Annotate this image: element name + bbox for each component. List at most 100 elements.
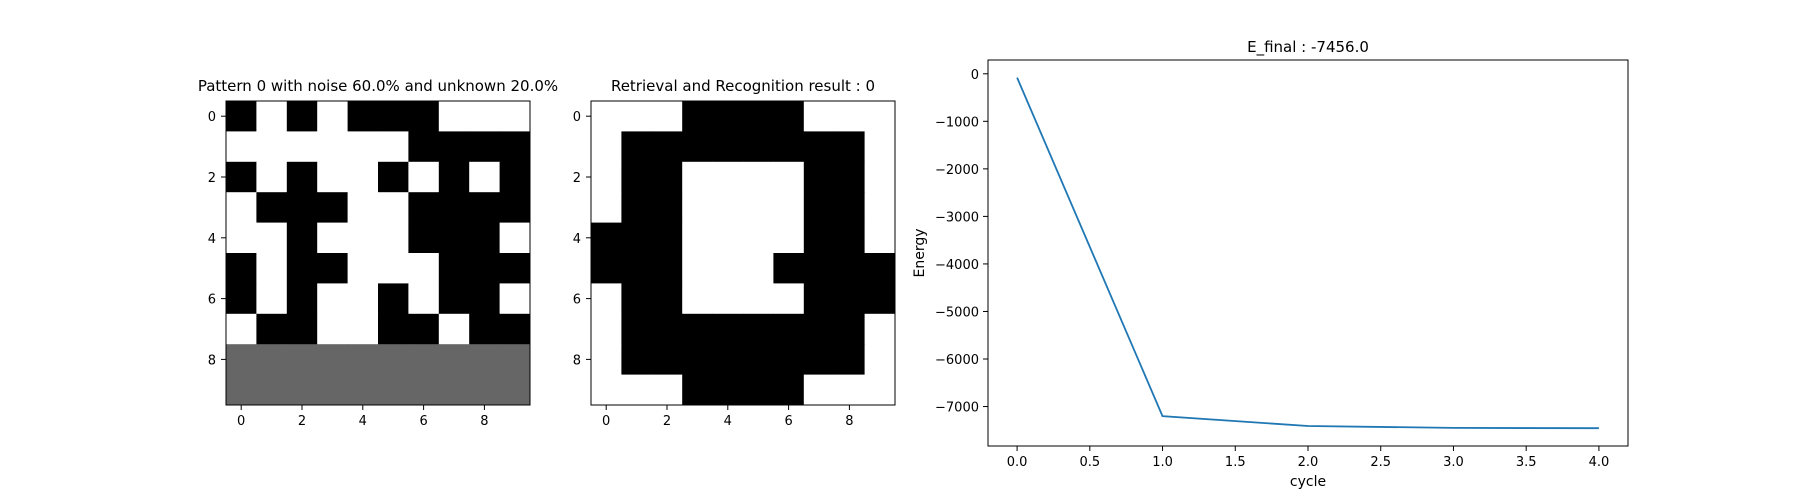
heatmap-cell [682, 374, 714, 406]
heatmap-cell [591, 192, 622, 224]
heatmap-cell [773, 283, 805, 315]
x-axis-label: cycle [1290, 474, 1326, 490]
heatmap-cell [378, 222, 409, 254]
heatmap-cell [591, 131, 622, 163]
heatmap-cell [286, 192, 318, 224]
heatmap-ticks: 0 2 4 6 8 0 2 4 6 8 [573, 110, 854, 429]
heatmap-cell [621, 161, 653, 193]
heatmap-cell [438, 101, 470, 132]
heatmap-cell [317, 222, 349, 254]
heatmap-cell [469, 101, 501, 132]
y-tick-label: −2000 [935, 163, 979, 178]
heatmap-cell [712, 374, 744, 406]
heatmap-cell [347, 161, 379, 193]
heatmap-cell [773, 253, 805, 284]
heatmap-cell [864, 222, 896, 254]
heatmap-cell [864, 283, 896, 315]
heatmap-cell [499, 283, 531, 315]
heatmap-cell [286, 101, 318, 132]
heatmap-ticks: 0 2 4 6 8 0 2 4 6 8 [208, 110, 489, 429]
heatmap-cell [256, 192, 288, 224]
heatmap-cell [803, 313, 835, 345]
heatmap-cell [682, 344, 714, 376]
heatmap-cell [256, 344, 288, 376]
heatmap-cell [834, 374, 866, 406]
x-tick-label: 6 [419, 414, 427, 429]
heatmap-cell [256, 101, 288, 132]
heatmap-cell [743, 222, 774, 254]
heatmap-cell [591, 253, 622, 284]
heatmap-cell [256, 131, 288, 163]
heatmap-cell [286, 344, 318, 376]
heatmap-cell [378, 192, 409, 224]
heatmap-cell [347, 344, 379, 376]
x-tick-label: 4 [359, 414, 367, 429]
heatmap-cell [469, 344, 501, 376]
heatmap-cell [438, 131, 470, 163]
x-tick-label: 0.0 [1007, 455, 1028, 470]
heatmap-cell [317, 192, 349, 224]
heatmap-cell [499, 222, 531, 254]
heatmap-cell [408, 222, 440, 254]
x-tick-label: 4.0 [1589, 455, 1610, 470]
x-tick-label: 1.5 [1225, 455, 1246, 470]
heatmap-cell [499, 192, 531, 224]
y-tick-label: −4000 [935, 258, 979, 273]
heatmap-cell [743, 131, 774, 163]
heatmap-cell [438, 192, 470, 224]
heatmap-cells [226, 101, 531, 406]
heatmap-cell [286, 253, 318, 284]
heatmap-cell [834, 131, 866, 163]
heatmap-cell [378, 161, 409, 193]
heatmap-cell [286, 313, 318, 345]
heatmap-cell [712, 192, 744, 224]
heatmap-cell [803, 192, 835, 224]
heatmap-cell [712, 161, 744, 193]
heatmap-cell [408, 344, 440, 376]
heatmap-cell [803, 344, 835, 376]
heatmap-cell [621, 222, 653, 254]
heatmap-cell [743, 192, 774, 224]
heatmap-cell [408, 192, 440, 224]
heatmap-cell [347, 101, 379, 132]
heatmap-cell [499, 131, 531, 163]
heatmap-cell [408, 253, 440, 284]
heatmap-cell [378, 131, 409, 163]
heatmap-cell [712, 131, 744, 163]
heatmap-cell [864, 374, 896, 406]
heatmap-cell [773, 222, 805, 254]
heatmap-cell [438, 253, 470, 284]
heatmap-cell [743, 161, 774, 193]
heatmap-cell [256, 253, 288, 284]
energy-line-chart: E_final : -7456.0 0.0 0.5 1.0 1.5 2.0 2.5 3.0 3… [912, 38, 1629, 490]
heatmap-title: Retrieval and Recognition result : 0 [611, 77, 875, 95]
heatmap-cell [378, 313, 409, 345]
x-tick-label: 2.0 [1298, 455, 1319, 470]
heatmap-cell [803, 131, 835, 163]
heatmap-cell [317, 283, 349, 315]
heatmap-cell [499, 313, 531, 345]
heatmap-cell [347, 253, 379, 284]
heatmap-cell [773, 101, 805, 132]
x-tick-label: 8 [480, 414, 488, 429]
y-tick-label: 4 [208, 232, 216, 247]
y-tick-label: 8 [573, 353, 581, 368]
heatmap-cell [773, 344, 805, 376]
heatmap-cell [803, 374, 835, 406]
heatmap-cell [347, 192, 379, 224]
heatmap-cell [743, 313, 774, 345]
x-tick-label: 8 [845, 414, 853, 429]
y-axis-label: Energy [912, 228, 928, 277]
x-tick-label: 1.0 [1152, 455, 1173, 470]
pattern-heatmap: Pattern 0 with noise 60.0% and unknown 2… [198, 77, 558, 429]
heatmap-cell [408, 131, 440, 163]
heatmap-cell [834, 344, 866, 376]
heatmap-cell [834, 253, 866, 284]
heatmap-cell [682, 313, 714, 345]
heatmap-cell [499, 344, 531, 376]
heatmap-cell [408, 374, 440, 406]
heatmap-cell [743, 374, 774, 406]
heatmap-cell [469, 374, 501, 406]
heatmap-cell [621, 313, 653, 345]
